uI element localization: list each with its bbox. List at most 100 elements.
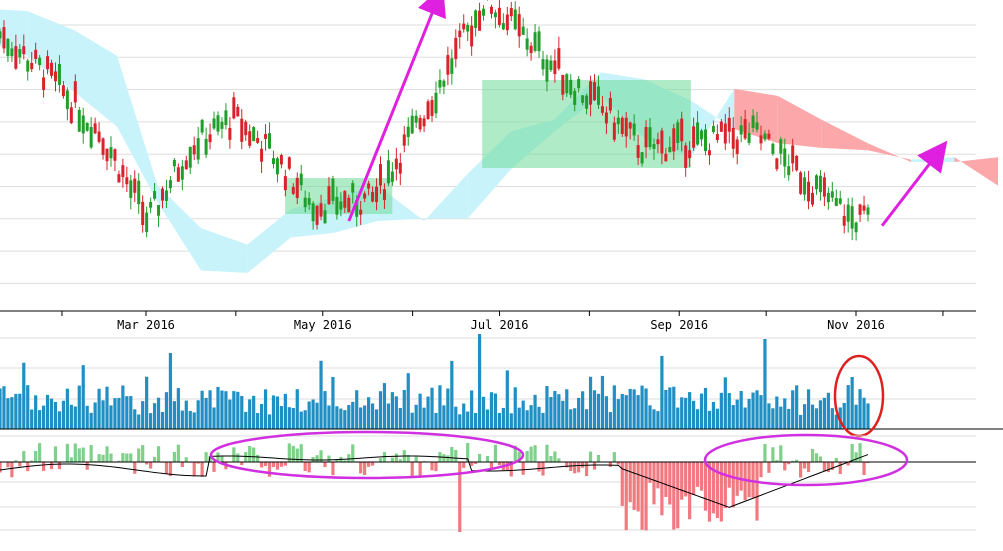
candle — [502, 13, 505, 30]
candle — [438, 69, 441, 93]
candle — [486, 0, 489, 1]
candle — [450, 49, 453, 84]
candle — [530, 42, 533, 60]
oscillator-bar — [58, 462, 61, 469]
candle — [145, 207, 148, 238]
candle — [736, 136, 739, 164]
volume-bar — [783, 398, 786, 429]
candle — [177, 163, 180, 182]
volume-bar — [478, 334, 481, 429]
volume-bar — [553, 391, 556, 429]
oscillator-bar — [434, 462, 437, 471]
volume-bar — [450, 361, 453, 429]
volume-bar — [581, 391, 584, 429]
cloud-bullish-segment — [158, 186, 201, 271]
candle — [42, 69, 45, 97]
volume-bar — [751, 393, 754, 429]
volume-bar — [569, 409, 572, 429]
volume-bar — [466, 412, 469, 429]
oscillator-bar — [633, 462, 636, 510]
candle — [534, 24, 537, 52]
candle — [431, 96, 434, 122]
oscillator-bar — [557, 458, 560, 462]
candle — [280, 154, 283, 169]
volume-bar — [823, 398, 826, 429]
volume-bar — [640, 386, 643, 429]
candle — [173, 158, 176, 172]
oscillator-bar — [799, 462, 802, 478]
volume-bar — [458, 414, 461, 429]
oscillator-bar — [851, 444, 854, 462]
candle — [494, 10, 497, 29]
candle — [236, 104, 239, 117]
candle — [26, 59, 29, 81]
cloud-bearish-segment — [955, 157, 998, 185]
oscillator-bar — [149, 462, 152, 469]
candle — [835, 190, 838, 207]
volume-bar — [442, 405, 445, 429]
oscillator-bar — [783, 462, 786, 470]
candle — [716, 124, 719, 142]
volume-bar — [319, 361, 322, 429]
oscillator-bar — [763, 444, 766, 462]
volume-bar — [411, 413, 414, 429]
volume-bar — [668, 387, 671, 429]
volume-bar — [419, 394, 422, 429]
ichimoku-cloud — [0, 9, 998, 273]
volume-bar — [0, 388, 2, 429]
oscillator-bar — [486, 456, 489, 462]
volume-bar — [220, 391, 223, 429]
oscillator-bar — [54, 446, 57, 462]
volume-bar — [633, 389, 636, 429]
candle — [70, 102, 73, 124]
volume-bar — [30, 410, 33, 429]
volume-bar — [795, 385, 798, 429]
volume-bar — [728, 393, 731, 429]
oscillator-bar — [264, 462, 267, 466]
volume-bar — [304, 410, 307, 429]
volume-bar — [244, 412, 247, 429]
oscillator-bar — [644, 462, 647, 530]
volume-bar — [327, 405, 330, 429]
candle — [538, 26, 541, 57]
candle — [94, 118, 97, 135]
candle — [197, 127, 200, 164]
candle — [859, 204, 862, 222]
oscillator-bar — [415, 457, 418, 462]
volume-bar — [284, 394, 287, 429]
candle — [205, 127, 208, 157]
candle — [799, 171, 802, 195]
volume-bar — [347, 405, 350, 429]
candle — [779, 137, 782, 165]
volume-bar — [438, 385, 441, 429]
volume-bar — [252, 396, 255, 429]
oscillator-bar — [125, 453, 128, 462]
candle — [149, 198, 152, 214]
oscillator-panel — [0, 432, 976, 532]
oscillator-bar — [74, 443, 77, 462]
oscillator-bar — [86, 462, 89, 470]
oscillator-bar — [379, 458, 382, 462]
oscillator-bar — [470, 462, 473, 466]
trend-arrow — [349, 0, 439, 221]
oscillator-bar — [137, 448, 140, 462]
candle — [803, 171, 806, 200]
volume-bar — [133, 409, 136, 429]
oscillator-bar — [201, 462, 204, 477]
oscillator-bar — [811, 449, 814, 462]
candle — [815, 174, 818, 195]
candle — [446, 47, 449, 85]
volume-bar — [141, 401, 144, 429]
volume-bar — [593, 390, 596, 429]
candle — [276, 157, 279, 183]
volume-bar — [851, 377, 854, 429]
oscillator-bar — [165, 462, 168, 474]
volume-bar — [240, 396, 243, 429]
oscillator-bar — [656, 462, 659, 488]
oscillator-bar — [157, 446, 160, 462]
volume-bar — [621, 394, 624, 429]
oscillator-bar — [676, 462, 679, 528]
volume-bar — [101, 400, 104, 429]
candle — [185, 156, 188, 170]
volume-bar — [296, 389, 299, 429]
